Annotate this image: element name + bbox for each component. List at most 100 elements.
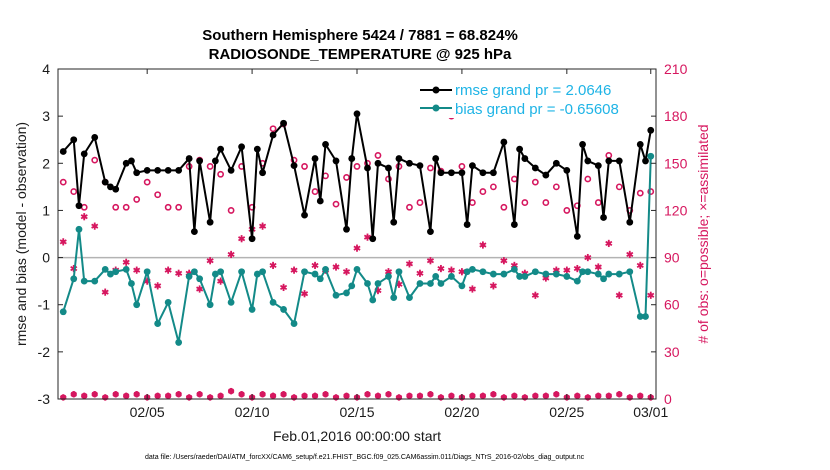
bias-point bbox=[91, 277, 99, 285]
chart-title-line-1: Southern Hemisphere 5424 / 7881 = 68.824… bbox=[202, 27, 518, 44]
bias-point bbox=[636, 313, 644, 320]
assimilated-obs-marker bbox=[59, 238, 67, 246]
assimilated-obs-marker-core bbox=[187, 395, 191, 400]
assimilated-obs-marker bbox=[279, 283, 288, 292]
possible-obs-marker bbox=[427, 164, 434, 172]
assimilated-obs-marker bbox=[154, 282, 162, 290]
rmse-point bbox=[642, 157, 649, 165]
bias-point bbox=[406, 294, 413, 302]
bias-point bbox=[642, 313, 649, 320]
assimilated-obs-marker-core bbox=[281, 392, 286, 397]
assimilated-obs-marker bbox=[647, 291, 655, 299]
bias-point bbox=[248, 306, 256, 313]
possible-obs-marker bbox=[343, 174, 350, 181]
assimilated-obs-marker-core bbox=[92, 392, 97, 397]
assimilated-obs-marker bbox=[584, 253, 592, 262]
possible-obs-marker-bottom bbox=[217, 392, 224, 399]
assimilated-obs-marker-core bbox=[197, 392, 202, 397]
rmse-point bbox=[427, 228, 434, 236]
bias-point bbox=[531, 268, 539, 276]
bias-point bbox=[364, 280, 371, 287]
possible-obs-marker-bottom bbox=[112, 391, 119, 398]
assimilated-obs-marker bbox=[447, 266, 455, 274]
rmse-point bbox=[101, 178, 109, 186]
bias-point bbox=[211, 270, 219, 278]
assimilated-obs-marker-core bbox=[61, 239, 66, 244]
rmse-point bbox=[458, 169, 466, 177]
assimilated-obs-marker-core bbox=[628, 395, 632, 400]
bias-point bbox=[343, 289, 350, 297]
assimilated-obs-marker-core bbox=[124, 394, 128, 398]
x-axis-label: Feb.01,2016 00:00:00 start bbox=[273, 428, 441, 444]
rmse-point bbox=[164, 166, 172, 174]
assimilated-obs-marker-core bbox=[355, 246, 359, 251]
possible-obs-marker-bottom bbox=[395, 394, 403, 401]
possible-obs-marker bbox=[70, 188, 78, 195]
possible-obs-marker bbox=[175, 203, 183, 211]
possible-obs-marker-bottom bbox=[448, 392, 455, 399]
assimilated-obs-marker-core bbox=[554, 392, 559, 397]
bias-point bbox=[206, 301, 214, 309]
possible-obs-marker-bottom bbox=[385, 391, 392, 398]
bias-point bbox=[469, 265, 476, 273]
bias-point bbox=[322, 265, 329, 273]
rmse-point bbox=[59, 148, 67, 155]
assimilated-obs-marker-core bbox=[480, 243, 485, 247]
possible-obs-marker-bottom bbox=[532, 392, 539, 399]
bias-point bbox=[112, 268, 120, 276]
possible-obs-marker bbox=[636, 189, 644, 197]
assimilated-obs-marker-core bbox=[596, 394, 601, 398]
bias-point bbox=[615, 270, 623, 278]
bias-point bbox=[510, 265, 518, 273]
assimilated-obs-marker-core bbox=[386, 392, 391, 397]
bias-point bbox=[463, 268, 471, 276]
x-tick-label: 03/01 bbox=[633, 404, 668, 420]
possible-obs-marker-bottom bbox=[584, 394, 591, 401]
rmse-point bbox=[463, 221, 471, 228]
possible-obs-marker bbox=[563, 207, 571, 214]
possible-obs-marker bbox=[500, 203, 508, 211]
bias-point bbox=[479, 268, 487, 276]
possible-obs-marker-bottom bbox=[301, 392, 308, 399]
bias-point bbox=[185, 273, 193, 280]
possible-obs-marker bbox=[353, 163, 361, 170]
assimilated-obs-marker bbox=[269, 261, 277, 270]
legend: rmse grand pr = 2.0646 bias grand pr = -… bbox=[416, 78, 648, 118]
assimilated-obs-marker bbox=[563, 266, 571, 274]
assimilated-obs-marker bbox=[196, 285, 204, 293]
assimilated-obs-marker-core bbox=[155, 283, 160, 288]
rmse-point bbox=[552, 159, 560, 167]
rmse-point bbox=[238, 143, 245, 151]
bias-point bbox=[353, 265, 361, 273]
assimilated-obs-marker bbox=[500, 257, 508, 265]
assimilated-obs-marker-core bbox=[428, 258, 433, 263]
bias-point bbox=[128, 280, 135, 287]
assimilated-obs-marker-core bbox=[607, 394, 611, 398]
possible-obs-marker-bottom bbox=[427, 391, 434, 398]
bias-point bbox=[605, 270, 613, 278]
rmse-point bbox=[531, 164, 539, 172]
assimilated-obs-marker-core bbox=[218, 279, 223, 284]
rmse-point bbox=[175, 166, 183, 174]
rmse-point bbox=[489, 169, 497, 177]
y-tick-label-right: 210 bbox=[664, 61, 688, 77]
possible-obs-marker-bottom bbox=[479, 392, 486, 399]
bias-point bbox=[448, 273, 455, 280]
possible-obs-marker-bottom bbox=[207, 394, 214, 401]
rmse-point bbox=[154, 166, 162, 174]
assimilated-obs-marker-core bbox=[281, 285, 286, 290]
assimilated-obs-marker-core bbox=[449, 268, 454, 273]
rmse-point bbox=[311, 155, 319, 162]
assimilated-obs-marker bbox=[227, 250, 235, 259]
possible-obs-marker bbox=[227, 207, 235, 214]
assimilated-obs-marker bbox=[479, 241, 487, 249]
assimilated-obs-marker-core bbox=[113, 392, 118, 397]
bias-point bbox=[594, 270, 602, 278]
bias-point bbox=[489, 270, 497, 278]
possible-obs-marker bbox=[594, 199, 602, 206]
assimilated-obs-marker bbox=[594, 263, 602, 271]
possible-obs-marker-bottom bbox=[511, 392, 518, 399]
bias-series-layer bbox=[59, 152, 655, 346]
y-tick-label-left: -2 bbox=[38, 344, 51, 360]
rmse-point bbox=[70, 136, 78, 144]
